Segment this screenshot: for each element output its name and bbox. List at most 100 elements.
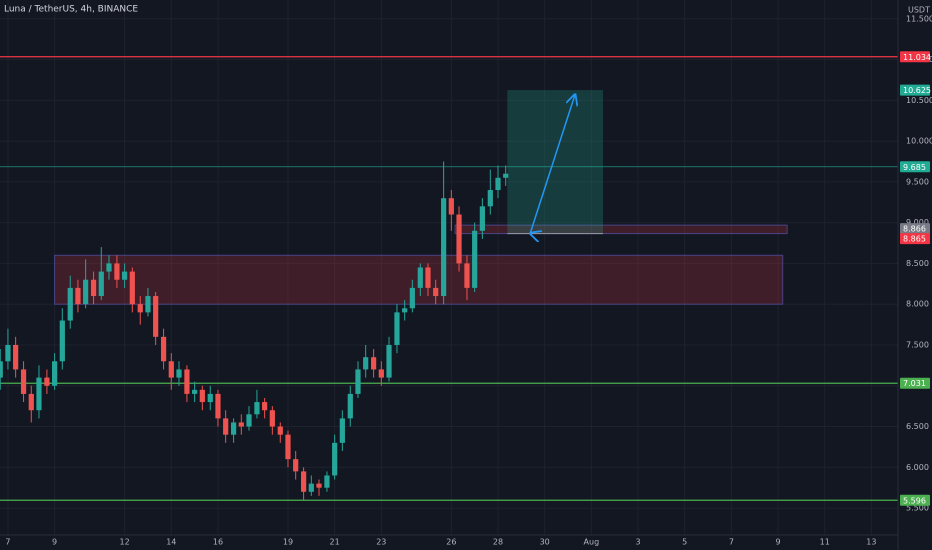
candle-body bbox=[160, 336, 167, 362]
candle-body bbox=[293, 459, 299, 472]
price-label-bg bbox=[900, 223, 930, 235]
candle-body bbox=[28, 393, 34, 411]
x-tick-label: 12 bbox=[120, 538, 130, 547]
candle-body bbox=[246, 414, 252, 427]
candle-body bbox=[479, 206, 485, 231]
y-tick-label: 8.000 bbox=[906, 300, 929, 309]
x-tick-label: 5 bbox=[682, 538, 687, 547]
candle-body bbox=[238, 422, 244, 427]
candle-body bbox=[472, 230, 478, 288]
candle-body bbox=[269, 410, 275, 427]
x-tick-label: 30 bbox=[540, 538, 550, 547]
candle-body bbox=[425, 267, 431, 288]
x-tick-label: 11 bbox=[820, 538, 830, 547]
candle-body bbox=[378, 369, 384, 378]
candle-body bbox=[192, 389, 198, 394]
y-tick-label: 6.500 bbox=[906, 422, 929, 431]
candle-body bbox=[262, 402, 268, 411]
candle-body bbox=[231, 422, 237, 435]
x-tick-label: 7 bbox=[5, 538, 10, 547]
candle-body bbox=[223, 418, 229, 435]
candle-body bbox=[386, 344, 392, 378]
candle-body bbox=[316, 483, 322, 488]
candle-body bbox=[456, 214, 462, 264]
price-label-bg bbox=[900, 84, 930, 96]
y-tick-label: 9.000 bbox=[906, 218, 929, 227]
candle-body bbox=[145, 296, 151, 313]
y-tick-label: 7.500 bbox=[906, 340, 929, 349]
x-tick-label: 21 bbox=[330, 538, 340, 547]
price-label: 8.865 bbox=[903, 235, 926, 244]
y-tick-label: 8.500 bbox=[906, 259, 929, 268]
price-label-bg bbox=[900, 161, 930, 173]
candle-body bbox=[332, 442, 338, 476]
candle-body bbox=[44, 377, 50, 386]
chart-title: Luna / TetherUS, 4h, BINANCE bbox=[4, 5, 138, 15]
price-label: 9.685 bbox=[903, 163, 926, 172]
candle-body bbox=[339, 418, 345, 443]
candle-body bbox=[90, 279, 97, 297]
candle-body bbox=[215, 393, 221, 419]
candle-body bbox=[254, 402, 260, 415]
x-tick-label: 9 bbox=[52, 538, 57, 547]
candle-body bbox=[277, 426, 283, 435]
y-tick-label: 6.000 bbox=[906, 463, 929, 472]
x-tick-label: 23 bbox=[376, 538, 386, 547]
y-tick-label: 11.500 bbox=[906, 14, 932, 23]
candle-body bbox=[409, 287, 415, 309]
price-label-bg bbox=[900, 377, 930, 389]
candle-body bbox=[129, 271, 135, 305]
candle-body bbox=[59, 320, 65, 362]
candle-body bbox=[199, 389, 205, 403]
x-tick-label: 7 bbox=[729, 538, 734, 547]
candle-body bbox=[75, 287, 81, 305]
candle-body bbox=[464, 263, 470, 288]
candle-body bbox=[122, 271, 128, 280]
price-label-bg bbox=[900, 233, 930, 245]
candle-body bbox=[176, 369, 182, 378]
x-tick-label: 9 bbox=[776, 538, 781, 547]
candle-body bbox=[168, 361, 174, 378]
candle-body bbox=[153, 296, 159, 337]
candle-body bbox=[448, 198, 454, 215]
candle-body bbox=[137, 304, 143, 313]
candle-body bbox=[433, 287, 439, 297]
x-tick-label: 16 bbox=[213, 538, 223, 547]
price-label: 11.034 bbox=[903, 53, 931, 62]
price-label-bg bbox=[900, 494, 930, 506]
price-label: 5.596 bbox=[903, 496, 926, 505]
candle-body bbox=[417, 267, 423, 288]
candle-body bbox=[83, 279, 89, 305]
candle-body bbox=[324, 475, 330, 488]
price-label: 10.625 bbox=[903, 86, 931, 95]
price-label: 7.031 bbox=[903, 379, 926, 388]
candle-body bbox=[114, 263, 120, 280]
candle-body bbox=[308, 483, 314, 492]
candle-body bbox=[106, 263, 112, 272]
position-box bbox=[507, 90, 604, 234]
x-tick-label: 26 bbox=[446, 538, 456, 547]
candle-body bbox=[184, 369, 190, 394]
x-tick-label: 19 bbox=[283, 538, 293, 547]
price-label: 8.866 bbox=[903, 225, 926, 234]
candle-body bbox=[402, 308, 408, 313]
x-tick-label: 14 bbox=[166, 538, 176, 547]
candle-body bbox=[207, 393, 213, 403]
candle-body bbox=[0, 361, 3, 378]
y-axis-label: USDT bbox=[908, 6, 930, 15]
candle-body bbox=[20, 369, 27, 394]
candle-body bbox=[363, 357, 369, 370]
y-tick-label: 10.500 bbox=[906, 96, 932, 105]
y-tick-label: 10.000 bbox=[906, 137, 932, 146]
x-tick-label: 3 bbox=[635, 538, 640, 547]
candle-body bbox=[36, 377, 42, 411]
price-label-bg bbox=[900, 51, 930, 63]
candle-body bbox=[503, 173, 509, 178]
candle-body bbox=[285, 434, 291, 460]
candle-body bbox=[13, 344, 19, 370]
candle-body bbox=[5, 344, 11, 362]
candle-body bbox=[67, 287, 73, 321]
candle-body bbox=[301, 471, 307, 492]
x-tick-label: 28 bbox=[493, 538, 503, 547]
candle-body bbox=[487, 190, 493, 207]
